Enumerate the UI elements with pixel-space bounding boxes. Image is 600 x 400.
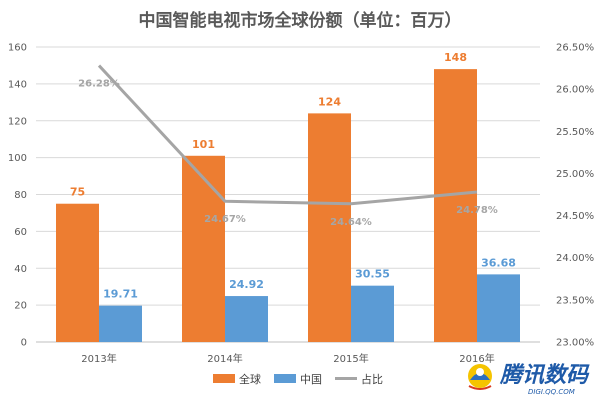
left-tick-label: 0 [21, 338, 27, 349]
line-data-label: 26.28% [78, 79, 120, 90]
x-tick-label: 2013年 [81, 352, 116, 365]
x-tick-label: 2016年 [459, 352, 494, 365]
right-tick-label: 26.50% [556, 43, 594, 54]
left-tick-label: 120 [8, 116, 27, 127]
left-tick-label: 80 [14, 190, 27, 201]
left-axis: 0 20 40 60 80 100 120 140 160 [8, 43, 27, 349]
left-tick-label: 140 [8, 79, 27, 90]
right-axis: 23.00% 23.50% 24.00% 24.50% 25.00% 25.50% 26.0… [556, 43, 594, 349]
right-tick-label: 23.00% [556, 338, 594, 349]
right-tick-label: 24.00% [556, 253, 594, 264]
left-tick-label: 60 [14, 227, 27, 238]
bar-china [225, 296, 268, 342]
x-tick-label: 2015年 [333, 352, 368, 365]
bar-global [182, 155, 225, 342]
category-axis: 2013年 2014年 2015年 2016年 [81, 352, 494, 365]
left-tick-label: 40 [14, 264, 27, 275]
right-tick-label: 24.50% [556, 211, 594, 222]
line-data-label: 24.64% [330, 217, 372, 228]
bars: 75 19.71 101 24.92 124 30.55 148 36.68 [56, 51, 520, 342]
watermark-logo-icon [468, 364, 492, 390]
x-tick-label: 2014年 [207, 352, 242, 365]
left-tick-label: 160 [8, 43, 27, 54]
legend-label: 全球 [239, 372, 261, 386]
bar-china [99, 305, 142, 342]
share-line-path [97, 64, 478, 206]
legend-label: 中国 [300, 373, 322, 386]
bar-data-label: 124 [318, 95, 341, 108]
bar-data-label: 36.68 [481, 256, 516, 269]
bar-data-label: 148 [444, 51, 467, 64]
legend-swatch [274, 374, 296, 383]
share-line: 26.28% 24.67% 24.64% 24.78% [78, 64, 498, 228]
left-tick-label: 100 [8, 153, 27, 164]
line-data-label: 24.78% [456, 205, 498, 216]
right-tick-label: 26.00% [556, 85, 594, 96]
chart-title: 中国智能电视市场全球份额（单位：百万） [139, 10, 462, 31]
watermark-text: 腾讯数码 [499, 363, 590, 388]
watermark: 腾讯数码 DIGI.QQ.COM [468, 363, 590, 396]
bar-data-label: 24.92 [229, 278, 264, 291]
bar-data-label: 19.71 [103, 288, 138, 301]
watermark-subtext: DIGI.QQ.COM [528, 388, 575, 396]
bar-china [351, 285, 394, 342]
right-tick-label: 25.00% [556, 169, 594, 180]
bar-global [56, 203, 99, 342]
bar-global [308, 113, 351, 342]
left-tick-label: 20 [14, 301, 27, 312]
legend: 全球 中国 占比 [213, 372, 383, 386]
right-tick-label: 23.50% [556, 295, 594, 306]
bar-china [477, 274, 520, 342]
legend-label: 占比 [361, 372, 383, 386]
bar-data-label: 75 [70, 186, 85, 199]
bar-data-label: 30.55 [355, 268, 390, 281]
legend-swatch [213, 374, 235, 383]
right-tick-label: 25.50% [556, 127, 594, 138]
line-data-label: 24.67% [204, 214, 246, 225]
bar-global [434, 69, 477, 342]
bar-data-label: 101 [192, 138, 215, 151]
